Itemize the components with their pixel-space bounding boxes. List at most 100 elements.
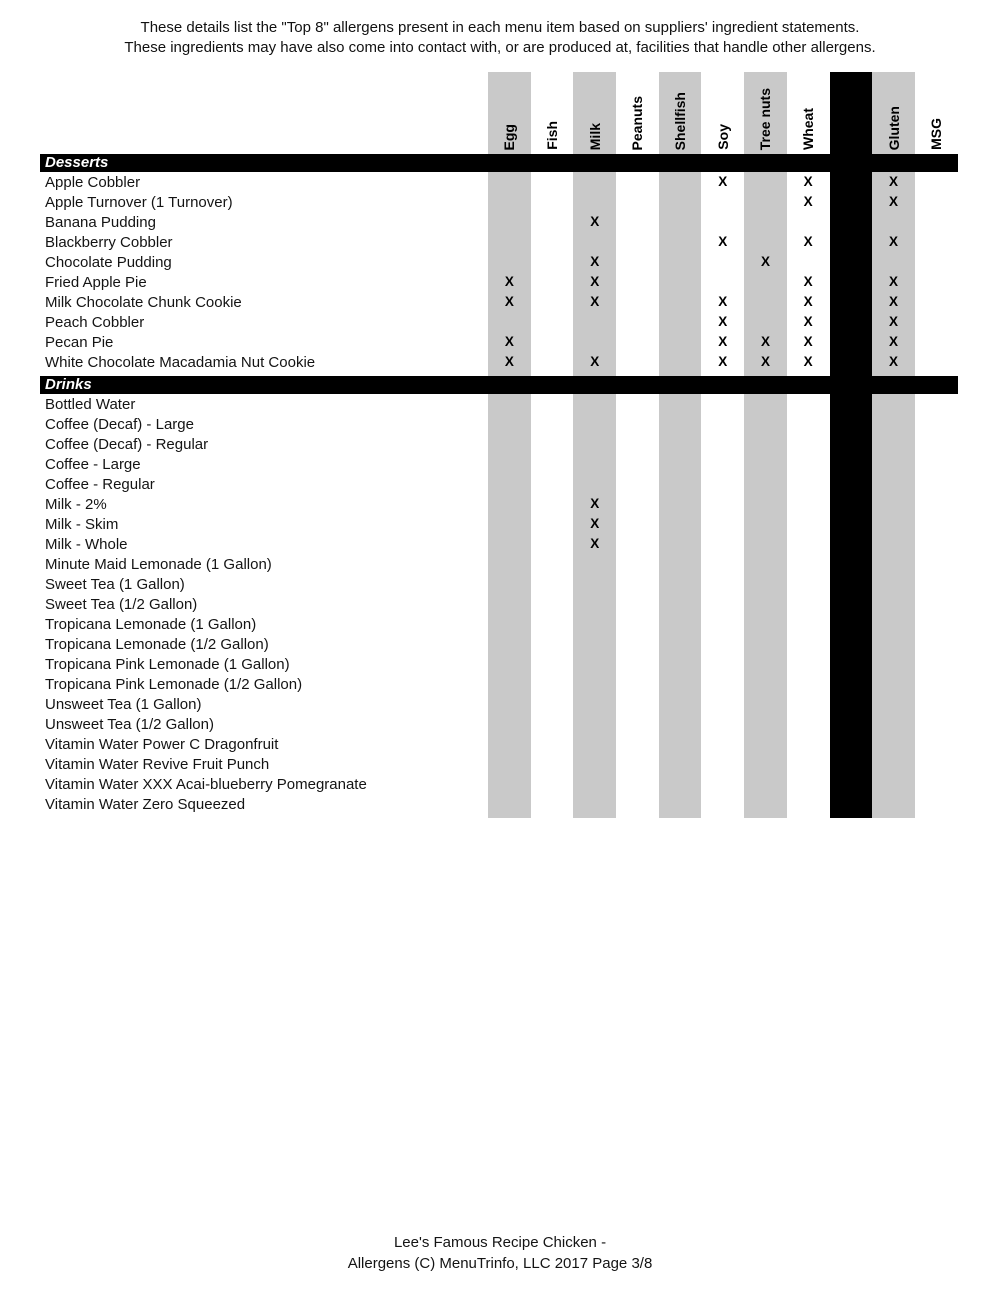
allergen-mark-cell-egg: X: [504, 274, 514, 289]
menu-item-row: Unsweet Tea (1 Gallon): [40, 694, 958, 714]
allergen-mark-cell-wheat: X: [803, 314, 813, 329]
allergen-mark-cell-wheat: X: [803, 234, 813, 249]
column-header-label: Tree nuts: [757, 87, 774, 150]
menu-item-row: Tropicana Pink Lemonade (1/2 Gallon): [40, 674, 958, 694]
section-header-desserts: Desserts: [40, 154, 958, 172]
menu-item-row: Vitamin Water XXX Acai-blueberry Pomegra…: [40, 774, 958, 794]
menu-item-row: Apple Cobbler X X X: [40, 172, 958, 192]
allergen-mark-cell-wheat: X: [803, 194, 813, 209]
menu-item-name: Chocolate Pudding: [45, 253, 172, 271]
menu-item-name: Tropicana Pink Lemonade (1 Gallon): [45, 655, 290, 673]
allergen-mark-cell-gluten: X: [889, 314, 899, 329]
column-strip-separator: [829, 72, 873, 818]
column-strips: [40, 72, 958, 818]
column-header-msg: MSG: [915, 72, 958, 154]
menu-item-row: Unsweet Tea (1/2 Gallon): [40, 714, 958, 734]
menu-item-name: Blackberry Cobbler: [45, 233, 173, 251]
column-header-peanuts: Peanuts: [616, 72, 659, 154]
column-header-label: Soy: [714, 124, 731, 150]
allergen-mark-cell-wheat: X: [803, 334, 813, 349]
menu-item-name: Milk - Whole: [45, 535, 128, 553]
menu-item-row: Milk - Whole X: [40, 534, 958, 554]
column-header-label: Wheat: [800, 108, 817, 150]
menu-item-name: Tropicana Lemonade (1 Gallon): [45, 615, 257, 633]
allergen-mark-cell-milk: X: [590, 294, 600, 309]
allergen-mark-cell-milk: X: [590, 496, 600, 511]
section-title: Desserts: [45, 154, 109, 171]
allergen-mark-cell-gluten: X: [889, 274, 899, 289]
column-strip-gluten: [872, 72, 915, 818]
allergen-mark-cell-tree-nuts: X: [760, 354, 770, 369]
column-header-label: MSG: [928, 118, 945, 150]
menu-item-row: Coffee - Regular: [40, 474, 958, 494]
menu-item-name: Sweet Tea (1 Gallon): [45, 575, 185, 593]
menu-item-row: Vitamin Water Zero Squeezed: [40, 794, 958, 814]
menu-item-row: Vitamin Water Power C Dragonfruit: [40, 734, 958, 754]
footer-line-2: Allergens (C) MenuTrinfo, LLC 2017 Page …: [347, 1255, 653, 1272]
menu-item-row: Blackberry Cobbler X X X: [40, 232, 958, 252]
menu-item-row: Vitamin Water Revive Fruit Punch: [40, 754, 958, 774]
menu-item-row: Coffee - Large: [40, 454, 958, 474]
menu-item-name: Bottled Water: [45, 395, 136, 413]
menu-item-row: Tropicana Pink Lemonade (1 Gallon): [40, 654, 958, 674]
menu-item-name: Sweet Tea (1/2 Gallon): [45, 595, 198, 613]
menu-item-name: Milk Chocolate Chunk Cookie: [45, 293, 242, 311]
allergen-mark-cell-soy: X: [718, 314, 728, 329]
allergen-mark-cell-gluten: X: [889, 194, 899, 209]
allergen-mark-cell-soy: X: [718, 334, 728, 349]
allergen-mark-cell-soy: X: [718, 174, 728, 189]
allergen-mark-cell-egg: X: [504, 354, 514, 369]
menu-item-row: Milk Chocolate Chunk Cookie X X X X X: [40, 292, 958, 312]
allergen-mark-cell-wheat: X: [803, 354, 813, 369]
allergen-mark-cell-gluten: X: [889, 354, 899, 369]
menu-item-name: Pecan Pie: [45, 333, 114, 351]
intro-line-2: These ingredients may have also come int…: [124, 39, 876, 56]
menu-item-name: White Chocolate Macadamia Nut Cookie: [45, 353, 316, 371]
allergen-mark-cell-milk: X: [590, 254, 600, 269]
section-title: Drinks: [45, 376, 92, 393]
column-strip-egg: [488, 72, 531, 818]
column-header-egg: Egg: [488, 72, 531, 154]
column-header-shellfish: Shellfish: [659, 72, 702, 154]
item-name-column-spacer: [40, 72, 488, 154]
allergen-mark-cell-wheat: X: [803, 294, 813, 309]
allergen-mark-cell-milk: X: [590, 214, 600, 229]
allergen-table: Egg Fish Milk Peanuts Shellfish Soy Tree nuts W…: [40, 72, 958, 818]
menu-item-row: Tropicana Lemonade (1/2 Gallon): [40, 634, 958, 654]
menu-item-row: Fried Apple Pie X X X X: [40, 272, 958, 292]
menu-item-row: Milk - 2% X: [40, 494, 958, 514]
allergen-mark-cell-milk: X: [590, 516, 600, 531]
menu-item-row: Pecan Pie X X X X X: [40, 332, 958, 352]
menu-item-row: Sweet Tea (1 Gallon): [40, 574, 958, 594]
menu-item-row: Peach Cobbler X X X: [40, 312, 958, 332]
menu-item-name: Milk - Skim: [45, 515, 119, 533]
column-strip-tree-nuts: [744, 72, 787, 818]
allergen-mark-cell-gluten: X: [889, 174, 899, 189]
allergen-mark-cell-gluten: X: [889, 234, 899, 249]
table-body: Desserts Apple Cobbler X X X Apple Turnover (…: [40, 154, 958, 814]
column-header-gluten: Gluten: [872, 72, 915, 154]
menu-item-name: Tropicana Lemonade (1/2 Gallon): [45, 635, 269, 653]
intro-line-1: These details list the "Top 8" allergens…: [140, 19, 860, 36]
menu-item-name: Unsweet Tea (1 Gallon): [45, 695, 202, 713]
column-strip-milk: [573, 72, 617, 818]
column-header-milk: Milk: [573, 72, 616, 154]
menu-item-name: Coffee (Decaf) - Large: [45, 415, 194, 433]
menu-item-row: Chocolate Pudding X X: [40, 252, 958, 272]
menu-item-row: Minute Maid Lemonade (1 Gallon): [40, 554, 958, 574]
menu-item-name: Banana Pudding: [45, 213, 156, 231]
menu-item-name: Coffee - Large: [45, 455, 141, 473]
column-header-label: Fish: [544, 121, 561, 150]
menu-item-row: Sweet Tea (1/2 Gallon): [40, 594, 958, 614]
footer-line-1: Lee's Famous Recipe Chicken -: [393, 1234, 607, 1251]
footer-text: Lee's Famous Recipe Chicken - Allergens …: [0, 1232, 1000, 1274]
column-header-blank: [830, 72, 873, 154]
column-header-row: Egg Fish Milk Peanuts Shellfish Soy Tree nuts W…: [40, 72, 958, 154]
column-header-fish: Fish: [531, 72, 574, 154]
allergen-mark-cell-tree-nuts: X: [760, 334, 770, 349]
allergen-mark-cell-milk: X: [590, 274, 600, 289]
menu-item-name: Unsweet Tea (1/2 Gallon): [45, 715, 214, 733]
menu-item-row: Tropicana Lemonade (1 Gallon): [40, 614, 958, 634]
menu-item-name: Apple Turnover (1 Turnover): [45, 193, 233, 211]
